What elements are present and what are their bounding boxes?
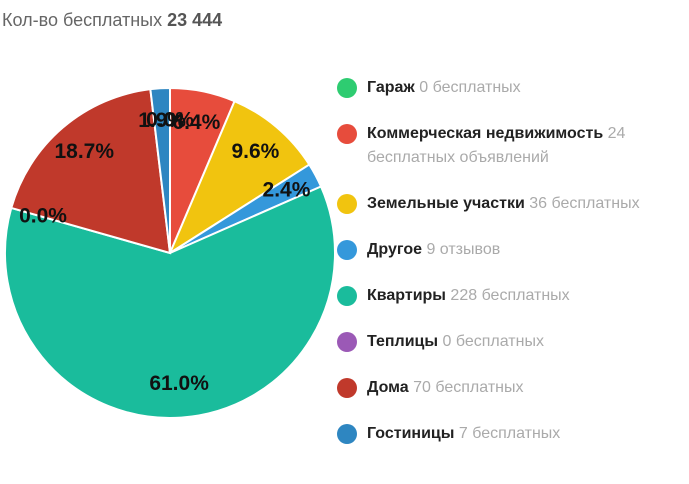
legend-label: Коммерческая недвижимость <box>367 125 604 142</box>
legend-note: 70 бесплатных <box>413 379 524 396</box>
legend-note: 36 бесплатных <box>529 195 640 212</box>
data-label: 9.6% <box>231 140 279 163</box>
legend-note: 24 бесплатных объявлений <box>367 125 626 166</box>
legend-label: Гараж <box>367 79 415 96</box>
legend-note: 0 бесплатных <box>419 79 521 96</box>
legend-marker <box>337 286 357 306</box>
legend-marker <box>337 240 357 260</box>
data-label: 1.9% <box>138 109 186 132</box>
legend-item: Квартиры 228 бесплатных <box>337 284 677 308</box>
legend-marker <box>337 124 357 144</box>
legend-item: Земельные участки 36 бесплатных <box>337 192 677 216</box>
legend-note: 9 отзывов <box>426 241 501 258</box>
legend-label: Другое <box>367 241 422 258</box>
legend-label: Квартиры <box>367 287 446 304</box>
data-label: 18.7% <box>54 140 114 163</box>
legend-item: Гараж 0 бесплатных <box>337 76 677 100</box>
title-text: Кол-во бесплатных <box>2 10 163 30</box>
chart-title: Кол-во бесплатных 23 444 <box>2 10 222 31</box>
legend-note: 228 бесплатных <box>450 287 570 304</box>
legend-label: Дома <box>367 379 409 396</box>
slice <box>167 99 311 256</box>
slice <box>149 86 171 254</box>
title-count: 23 444 <box>167 10 223 30</box>
legend-marker <box>337 424 357 444</box>
legend-item: Гостиницы 7 бесплатных <box>337 422 677 446</box>
legend-item: Теплицы 0 бесплатных <box>337 330 677 354</box>
data-label: 6.4% <box>172 111 220 134</box>
legend-label: Теплицы <box>367 333 439 350</box>
data-label: 0.0% <box>146 109 194 132</box>
legend-marker <box>337 194 357 214</box>
legend-label: Земельные участки <box>367 195 525 212</box>
legend-item: Коммерческая недвижимость 24 бесплатных … <box>337 122 677 170</box>
slice <box>10 88 172 255</box>
data-label: 2.4% <box>263 178 311 201</box>
legend-marker <box>337 378 357 398</box>
legend-note: 7 бесплатных <box>458 425 561 442</box>
legend: Гараж 0 бесплатных Коммерческая недвижимо… <box>337 76 677 468</box>
data-label: 61.0% <box>149 372 209 395</box>
legend-marker <box>337 332 357 352</box>
slice <box>4 185 336 419</box>
data-label: 0.0% <box>19 205 67 228</box>
legend-item: Другое 9 отзывов <box>337 238 677 262</box>
legend-item: Дома 70 бесплатных <box>337 376 677 400</box>
legend-marker <box>337 78 357 98</box>
legend-label: Гостиницы <box>367 425 455 442</box>
legend-note: 0 бесплатных <box>442 333 544 350</box>
